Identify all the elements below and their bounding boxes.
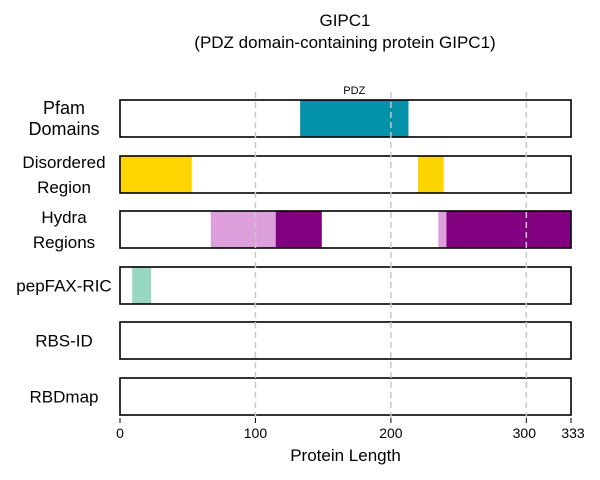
track-label: Disordered — [22, 153, 105, 172]
track-background — [120, 378, 571, 415]
track-label: Hydra — [41, 208, 87, 227]
figure-subtitle: (PDZ domain-containing protein GIPC1) — [194, 33, 496, 52]
track-label: RBDmap — [30, 388, 99, 407]
feature-segment — [417, 156, 444, 193]
feature-segment — [120, 156, 192, 193]
track-rbs-id: RBS-ID — [35, 321, 572, 360]
track-label: Regions — [33, 233, 95, 252]
feature-segment — [300, 100, 409, 137]
track-hydra-regions: Hydra Regions — [33, 208, 572, 252]
x-tick-label: 333 — [561, 425, 585, 441]
track-frame — [119, 377, 572, 416]
track-disordered-region: Disordered Region — [22, 153, 572, 197]
track-rbdmap: RBDmap — [30, 377, 572, 416]
feature-segment — [210, 211, 276, 248]
track-frame — [119, 99, 572, 138]
x-tick-label: 0 — [116, 425, 124, 441]
track-background — [120, 322, 571, 359]
feature-segment — [438, 211, 447, 248]
x-axis-title: Protein Length — [290, 446, 401, 465]
track-label: Domains — [28, 119, 99, 139]
track-frame — [119, 210, 572, 249]
track-label: RBS-ID — [35, 332, 93, 351]
x-tick-label: 300 — [513, 425, 537, 441]
track-frame — [119, 155, 572, 194]
track-label: pepFAX-RIC — [16, 277, 111, 296]
feature-segment — [132, 267, 152, 304]
track-frame — [119, 266, 572, 305]
feature-segment — [446, 211, 571, 248]
feature-segment — [275, 211, 322, 248]
track-pepfax-ric: pepFAX-RIC — [16, 266, 572, 305]
figure-title: GIPC1 — [319, 11, 371, 30]
feature-label: PDZ — [343, 85, 365, 97]
figure-title-block: GIPC1 (PDZ domain-containing protein GIP… — [0, 10, 600, 54]
track-label: Pfam — [43, 98, 85, 118]
x-tick-label: 100 — [244, 425, 268, 441]
x-tick-label: 200 — [379, 425, 403, 441]
track-frame — [119, 321, 572, 360]
track-background — [120, 267, 571, 304]
track-label: Region — [37, 178, 91, 197]
track-background — [120, 156, 571, 193]
